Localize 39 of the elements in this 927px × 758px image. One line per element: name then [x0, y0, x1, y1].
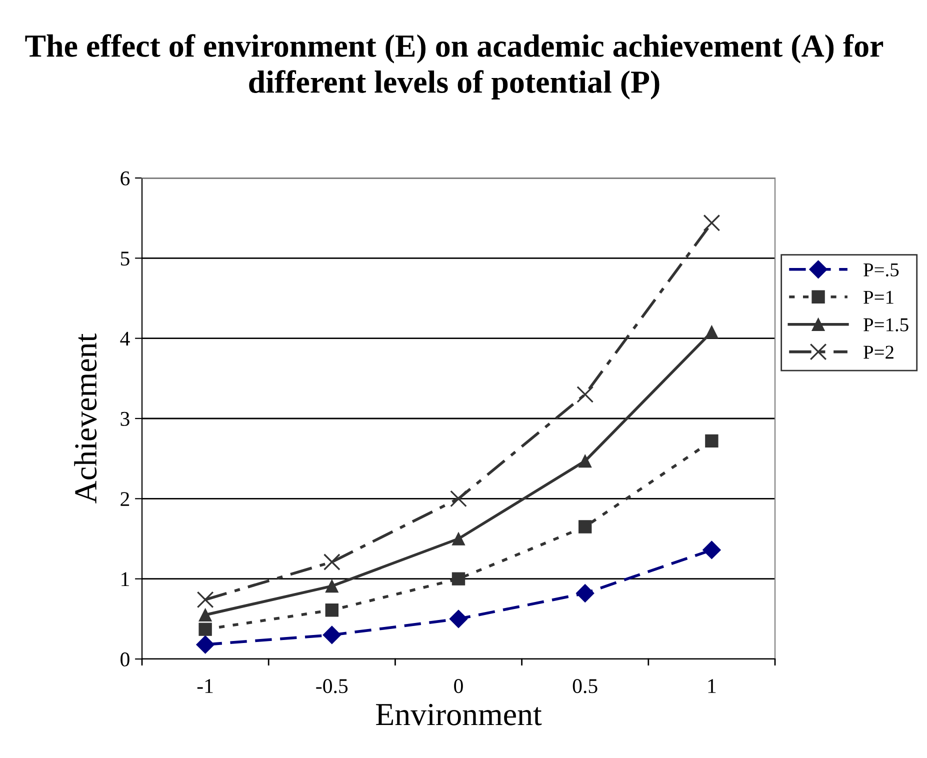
point [322, 626, 342, 644]
y-tick-label: 2 [120, 492, 130, 506]
point [578, 520, 592, 534]
x-axis-title: Environment [376, 704, 542, 726]
point [703, 214, 720, 232]
x-tick-label: 0.5 [572, 679, 598, 694]
x-tick-label: -1 [197, 679, 213, 693]
point [323, 554, 340, 570]
y-tick-label: 5 [120, 252, 130, 266]
point [325, 604, 338, 617]
legend-label: P=1.5 [864, 318, 908, 332]
y-tick-label: 0 [120, 652, 130, 666]
y-tick-label: 4 [120, 332, 130, 346]
legend-label: P=.5 [864, 263, 899, 276]
y-axis-title: Achievement [74, 334, 97, 504]
point [196, 591, 214, 608]
y-tick-label: 6 [120, 171, 130, 186]
x-tick-label: 0 [454, 679, 463, 694]
legend-label: P=1 [864, 290, 894, 304]
point [198, 622, 212, 636]
point [576, 584, 594, 602]
point [325, 579, 338, 593]
point [578, 454, 592, 468]
point [198, 608, 212, 622]
point [452, 532, 466, 546]
y-tick-label: 1 [122, 572, 129, 586]
point [449, 610, 468, 628]
point [576, 386, 594, 403]
point [450, 490, 467, 508]
chart-title: The effect of environment (E) on academic achievement (A) for different levels of potential (P) [25, 34, 884, 100]
point [702, 540, 721, 560]
y-tick-label: 3 [120, 412, 130, 426]
legend-label: P=2 [864, 346, 894, 359]
x-tick-label: -0.5 [316, 679, 348, 694]
x-tick-label: 1 [708, 679, 716, 693]
point [196, 635, 214, 654]
point [452, 572, 466, 586]
point [705, 434, 718, 448]
point [705, 325, 718, 339]
